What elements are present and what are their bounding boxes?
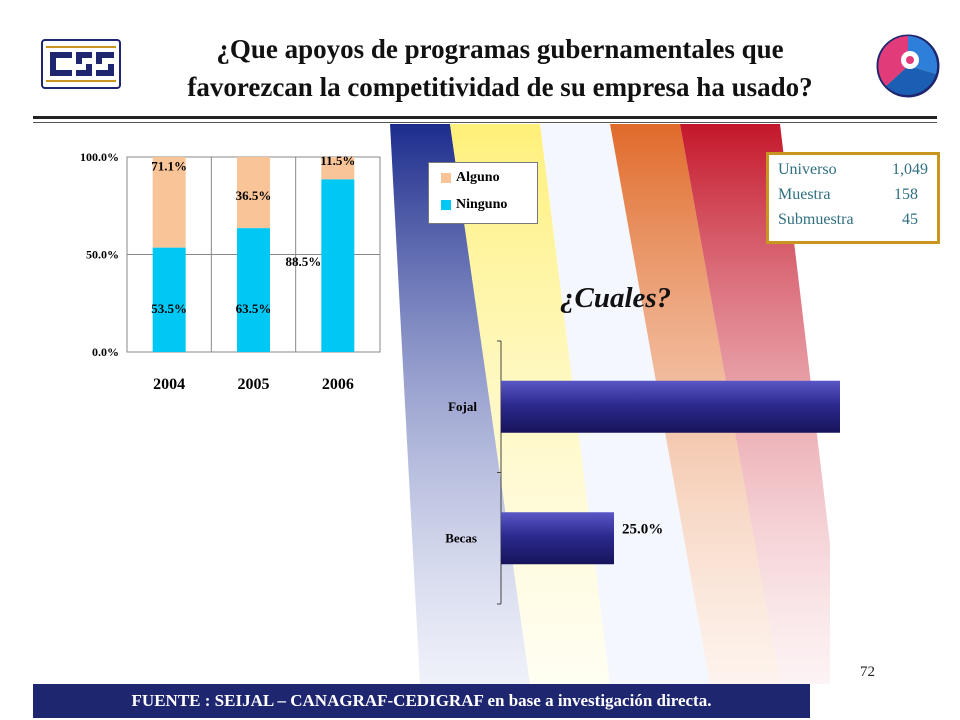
y-tick-label: 50.0% bbox=[86, 248, 119, 262]
sample-row-submuestra: Submuestra 45 bbox=[778, 211, 928, 229]
bar-ninguno-2006 bbox=[321, 179, 355, 352]
sample-value: 158 bbox=[894, 186, 918, 203]
title-rule bbox=[33, 116, 937, 119]
slide-title: ¿Que apoyos de programas gubernamentales… bbox=[120, 30, 880, 106]
cuales-heading: ¿Cuales? bbox=[560, 282, 672, 314]
chart-legend: Alguno Ninguno bbox=[428, 162, 538, 224]
title-line-2: favorezcan la competitividad de su empre… bbox=[187, 72, 813, 102]
label-alguno-2005: 36.5% bbox=[236, 188, 272, 203]
bar-becas bbox=[501, 512, 614, 565]
sample-row-universo: Universo 1,049 bbox=[778, 161, 928, 179]
label-ninguno-2005: 63.5% bbox=[236, 301, 272, 316]
bar-alguno-2005 bbox=[237, 157, 270, 229]
legend-item-ninguno: Ninguno bbox=[441, 197, 507, 213]
bar-alguno-2004 bbox=[152, 157, 186, 248]
bar-alguno-2006 bbox=[321, 157, 355, 180]
x-tick-label: 2004 bbox=[153, 376, 185, 393]
category-label: Becas bbox=[445, 530, 477, 545]
sample-value: 45 bbox=[902, 211, 918, 228]
title-line-1: ¿Que apoyos de programas gubernamentales… bbox=[216, 34, 784, 64]
legend-swatch-alguno bbox=[441, 173, 451, 183]
bar-ninguno-2005 bbox=[237, 228, 270, 352]
value-label: 25.0% bbox=[622, 521, 663, 537]
x-tick-label: 2006 bbox=[322, 376, 354, 393]
y-tick-label: 0.0% bbox=[92, 345, 119, 359]
category-label: Fojal bbox=[448, 399, 477, 414]
label-ninguno-2006: 88.5% bbox=[285, 254, 321, 269]
label-alguno-2004: 71.1% bbox=[151, 159, 187, 174]
y-tick-label: 100.0% bbox=[80, 150, 119, 164]
stacked-bar-chart: 100.0% 50.0% 0.0% 53.5% 71.1% 2004 63.5% 36.5% 2… bbox=[80, 150, 381, 393]
sample-label: Universo bbox=[778, 161, 837, 178]
sample-label: Muestra bbox=[778, 186, 831, 203]
title-rule-thin bbox=[33, 122, 937, 123]
source-footer: FUENTE : SEIJAL – CANAGRAF-CEDIGRAF en b… bbox=[33, 684, 810, 718]
cedigraf-logo bbox=[41, 39, 121, 89]
sample-label: Submuestra bbox=[778, 211, 854, 228]
bar-fojal bbox=[501, 380, 840, 433]
label-ninguno-2004: 53.5% bbox=[151, 301, 187, 316]
sample-value: 1,049 bbox=[892, 161, 928, 178]
page-number: 72 bbox=[860, 664, 875, 680]
bar-ninguno-2004 bbox=[152, 247, 186, 352]
x-tick-label: 2005 bbox=[238, 376, 270, 393]
label-alguno-2006: 11.5% bbox=[320, 153, 355, 168]
legend-swatch-ninguno bbox=[441, 200, 451, 210]
sample-info-box: Universo 1,049 Muestra 158 Submuestra 45 bbox=[766, 152, 940, 244]
legend-item-alguno: Alguno bbox=[441, 170, 500, 186]
sample-row-muestra: Muestra 158 bbox=[778, 186, 928, 204]
legend-label-alguno: Alguno bbox=[456, 170, 500, 185]
legend-label-ninguno: Ninguno bbox=[456, 197, 508, 212]
round-logo bbox=[876, 34, 940, 98]
